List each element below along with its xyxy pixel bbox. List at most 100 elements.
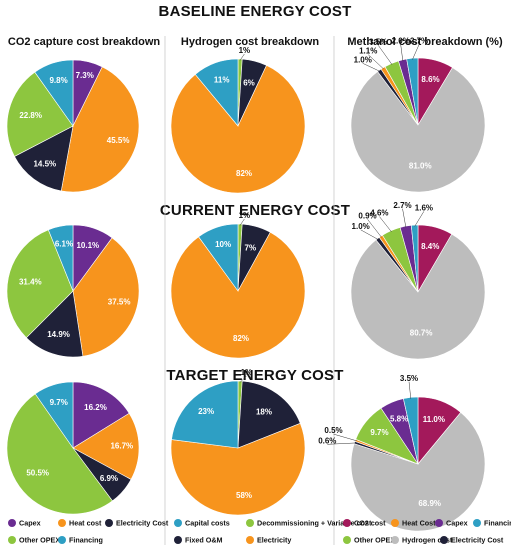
legend-item-financing: Financing [473,518,511,527]
slice-label-financing: 9.8% [49,76,67,85]
legend-swatch [58,536,66,544]
leader-line [414,211,425,227]
slice-label-co2-cost: 11.0% [423,415,445,424]
legend-label: Financing [484,518,511,527]
slice-label-electricity: 82% [236,169,252,178]
slice-label-capex: 10.1% [76,241,99,250]
leader-line [239,375,247,383]
legend-label: Electricity Cost [116,518,169,527]
legend-label: Electricity [257,535,291,544]
slice-label-capex: 16.2% [84,403,107,412]
legend-swatch [435,519,443,527]
leader-line [239,53,245,61]
slice-label-fixed-o-m: 18% [256,407,272,416]
leader-line [327,442,356,445]
legend-item-capital-costs: Capital costs [174,518,230,527]
legend-swatch [473,519,481,527]
pie-current-energy-cost-hydrogen-cost-breakdown: 1% 7% 82% 10% [170,211,306,359]
legend-label: Heat Cost [402,518,436,527]
slice-label-other-opex: 22.8% [19,111,42,120]
pie-slice-fixed-o-m [237,380,301,449]
pie-slice-other-opex [6,393,113,515]
legend-swatch [105,519,113,527]
legend-item-other-opex: Other OPEX [8,535,60,544]
pie-target-energy-cost-methanol-cost-breakdown: 11.0% 68.9% 0.6%0.5% 9.7%5.8% 3.5% [318,374,486,532]
slice-label-capital-costs: 11% [214,76,230,85]
leader-line [408,381,412,399]
section-title-target: TARGET ENERGY COST [166,367,343,384]
leader-line [362,63,381,72]
pie-slice-hydrogen-cost [350,233,486,360]
slice-label-capex: 7.3% [76,71,94,80]
pie-charts: 7.3% 45.5% 14.5% 22.8% 9.8% 1% 6% 82% 11% 8.6% 81.… [6,37,486,532]
pie-slice-heat-cost [72,412,140,480]
legend-label: Capital costs [185,518,230,527]
pie-slice-hydrogen-cost [350,67,486,193]
pie-slice-electricity-cost [25,290,84,358]
legend-label: Other OPEX [354,535,395,544]
slice-label-other-opex: 3.5% [369,37,387,46]
legend-label: Capex [446,518,468,527]
slice-label-electricity-cost: 14.5% [33,159,56,168]
legend-swatch [391,519,399,527]
slice-label-fixed-o-m: 7% [245,244,257,253]
slice-label-financing: 3.5% [400,374,418,383]
section-title-current: CURRENT ENERGY COST [160,202,350,219]
legend-item-financing: Financing [58,535,103,544]
leader-line [368,54,384,70]
pie-current-energy-cost-methanol-cost-breakdown: 8.4% 80.7% 1.0% 0.9%4.6% 2.7% 1.6% [350,201,486,360]
pie-slice-capital-costs [171,380,239,449]
slice-label-co2-cost: 8.6% [421,75,439,84]
legend-swatch [174,536,182,544]
legend-item-heat-cost: Heat cost [58,518,102,527]
legend-3: CO2 cost Heat Cost Capex Financing Other OPE… [343,518,511,544]
pie-slice-financing [47,224,74,292]
slice-label-other-opex: 50.5% [26,469,49,478]
pie-slice-capex [72,381,130,449]
slice-label-capital-costs: 23% [198,407,214,416]
slice-label-heat-cost: 37.5% [108,297,131,306]
pie-slice-financing [34,59,74,127]
legend-swatch [8,536,16,544]
legend-label: Fixed O&M [185,535,223,544]
legend-swatch [246,519,254,527]
slice-label-heat-cost: 1.1% [359,47,377,56]
legend-label: Other OPEX [19,535,60,544]
slice-label-electricity-cost: 0.6% [318,436,336,445]
pie-slice-electricity-cost [14,125,74,192]
pie-slice-capital-costs [198,223,239,292]
slice-label-fixed-o-m: 6% [243,78,255,87]
leader-line [400,44,404,62]
legend-label: CO2 cost [354,518,386,527]
legend-item-electricity-cost: Electricity Cost [105,518,169,527]
pie-slice-electricity [170,231,306,359]
slice-label-hydrogen-cost: 80.7% [410,329,433,338]
leader-line [239,218,245,226]
legend-item-electricity: Electricity [246,535,291,544]
pie-baseline-energy-cost-hydrogen-cost-breakdown: 1% 6% 82% 11% [170,46,306,194]
pie-target-energy-cost-co2-capture-cost-breakdown: 16.2% 16.7% 6.9% 50.5% 9.7% [6,381,140,515]
pie-slice-other-opex [6,71,74,157]
slice-label-financing: 6.1% [55,239,73,248]
leader-line [379,216,392,233]
legend-item-co2-cost: CO2 cost [343,518,386,527]
slice-label-capex: 5.8% [390,415,408,424]
slice-label-heat-cost: 0.9% [358,211,376,220]
slice-label-electricity-cost: 14.9% [47,330,70,339]
pie-current-energy-cost-co2-capture-cost-breakdown: 10.1% 37.5% 14.9% 31.4% 6.1% [6,224,140,358]
column-title-methanol: Methanol cost breakdown (%) [347,36,503,48]
leader-line [367,219,382,238]
legend-item-other-opex: Other OPEX [343,535,395,544]
slice-label-co2-cost: 8.4% [421,242,439,251]
pie-slice-financing [34,381,74,449]
slice-label-hydrogen-cost: 68.9% [418,499,441,508]
legend-swatch [246,536,254,544]
pie-baseline-energy-cost-methanol-cost-breakdown: 8.6% 81.0% 1.0%1.1%3.5% 2.0% 2.7% [350,37,486,193]
legend-label: Electricity Cost [451,535,504,544]
pie-slice-electricity [170,64,306,194]
leader-line [412,44,420,60]
pie-slice-capital-costs [194,58,239,127]
legend-label: Hydrogen cost [402,535,453,544]
legend-swatch [343,519,351,527]
